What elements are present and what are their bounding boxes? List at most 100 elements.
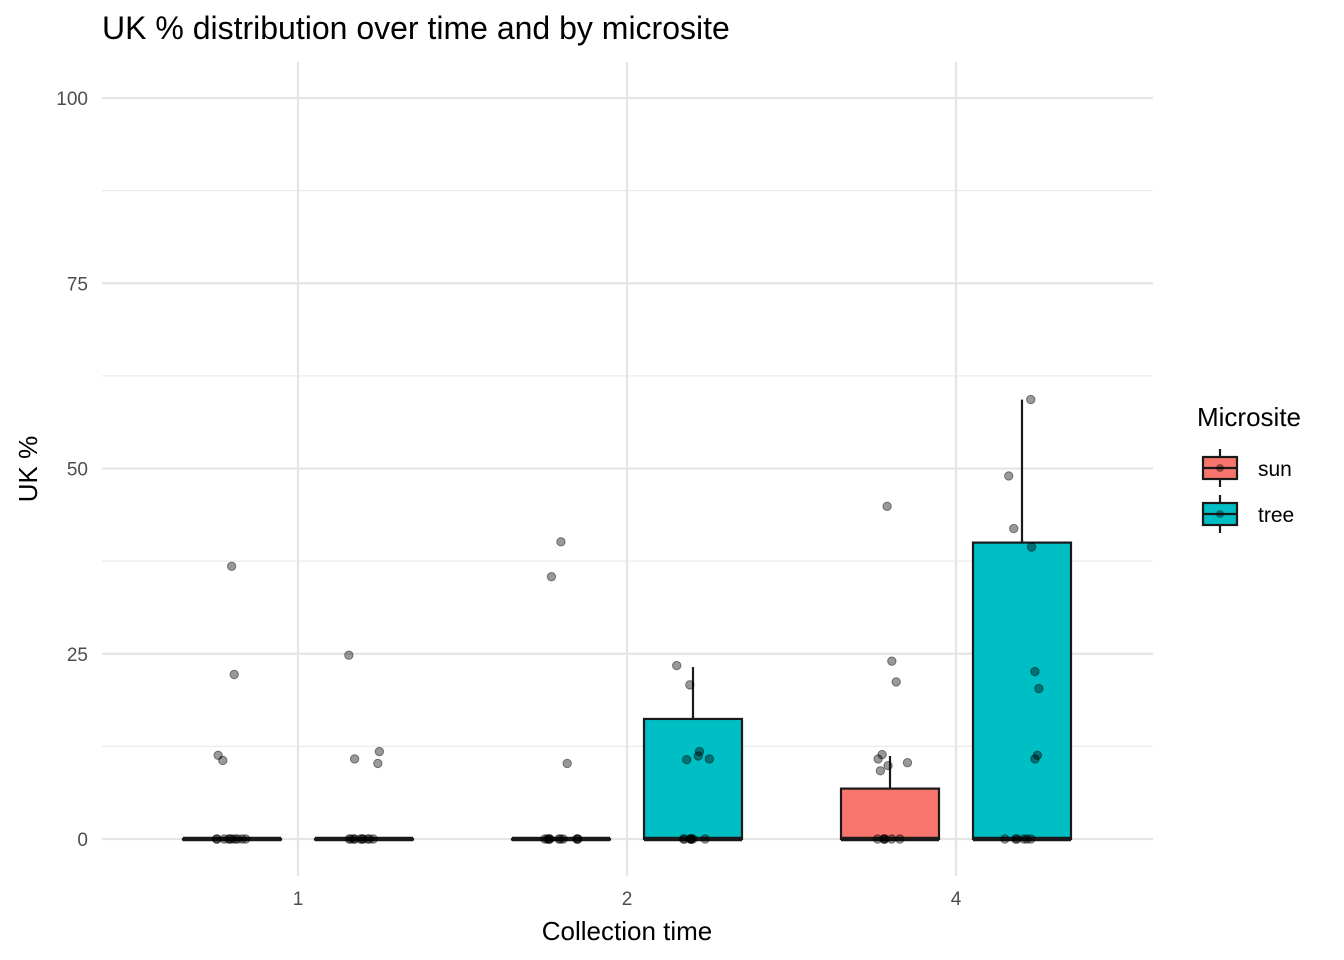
data-point bbox=[540, 834, 550, 844]
legend-label-sun: sun bbox=[1258, 458, 1292, 481]
data-point bbox=[546, 571, 557, 582]
data-point bbox=[879, 834, 889, 844]
data-point bbox=[556, 537, 566, 547]
data-point bbox=[572, 834, 582, 844]
data-point bbox=[555, 834, 566, 844]
data-point bbox=[357, 834, 367, 844]
data-point bbox=[685, 680, 695, 690]
data-point bbox=[554, 834, 564, 844]
data-point bbox=[226, 561, 237, 572]
data-point bbox=[558, 834, 568, 844]
data-point bbox=[212, 834, 222, 844]
data-point bbox=[1034, 683, 1044, 694]
data-point bbox=[1032, 750, 1043, 760]
box-sun-4 bbox=[839, 787, 941, 841]
data-point bbox=[891, 677, 901, 687]
data-point bbox=[1010, 834, 1021, 844]
data-point bbox=[373, 758, 383, 769]
data-point bbox=[694, 746, 705, 757]
y-tick-label: 75 bbox=[67, 274, 88, 295]
data-point bbox=[572, 834, 583, 844]
data-point bbox=[229, 669, 239, 680]
data-point bbox=[693, 751, 703, 761]
data-point bbox=[1030, 754, 1040, 764]
data-point bbox=[1019, 834, 1029, 844]
data-point bbox=[879, 834, 890, 844]
data-point bbox=[363, 834, 373, 844]
legend-title: Microsite bbox=[1197, 402, 1301, 432]
data-point bbox=[344, 834, 354, 844]
data-point bbox=[873, 754, 883, 764]
data-point bbox=[349, 834, 359, 844]
data-point bbox=[212, 834, 222, 844]
box-tree-2 bbox=[642, 717, 744, 841]
data-point bbox=[704, 754, 715, 764]
data-point bbox=[349, 754, 360, 764]
data-point bbox=[225, 834, 235, 844]
data-point bbox=[678, 834, 689, 844]
y-tick-label: 100 bbox=[56, 89, 88, 110]
data-point bbox=[237, 834, 247, 844]
data-point bbox=[872, 834, 883, 844]
data-point bbox=[573, 834, 583, 844]
x-tick-label: 4 bbox=[951, 889, 962, 910]
data-point bbox=[882, 501, 892, 511]
data-point bbox=[219, 834, 229, 844]
data-point bbox=[681, 755, 692, 765]
legend: Microsite sun tree bbox=[1197, 402, 1301, 533]
x-tick-label: 1 bbox=[293, 889, 304, 910]
data-point bbox=[545, 834, 555, 844]
data-point bbox=[686, 834, 696, 844]
data-point bbox=[887, 656, 897, 666]
data-point bbox=[544, 834, 555, 844]
chart-title: UK % distribution over time and by micro… bbox=[102, 10, 730, 46]
data-point bbox=[230, 834, 240, 844]
legend-label-tree: tree bbox=[1258, 504, 1294, 527]
data-point bbox=[349, 834, 360, 844]
data-point bbox=[672, 660, 682, 671]
data-point bbox=[374, 746, 385, 757]
data-point bbox=[686, 834, 696, 844]
y-tick-label: 25 bbox=[67, 645, 88, 666]
data-point bbox=[1026, 394, 1036, 405]
data-point bbox=[1012, 834, 1022, 844]
data-point bbox=[562, 758, 572, 769]
data-point bbox=[686, 834, 696, 844]
data-point bbox=[688, 834, 698, 844]
plot-marks bbox=[181, 394, 1073, 844]
data-point bbox=[232, 834, 243, 844]
data-point bbox=[1009, 523, 1019, 534]
data-point bbox=[902, 757, 913, 768]
data-point bbox=[895, 834, 905, 844]
data-point bbox=[1000, 834, 1010, 844]
tick-labels: 0 25 50 75 100 1 2 4 bbox=[56, 89, 961, 910]
data-point bbox=[240, 834, 251, 844]
data-point bbox=[1026, 542, 1037, 552]
data-point bbox=[886, 834, 897, 844]
y-axis-title: UK % bbox=[13, 436, 43, 502]
y-tick-label: 50 bbox=[67, 460, 88, 481]
data-point bbox=[883, 760, 893, 771]
data-point bbox=[1022, 834, 1032, 844]
y-tick-label: 0 bbox=[77, 830, 88, 851]
data-point bbox=[543, 834, 554, 844]
x-axis-title: Collection time bbox=[542, 916, 713, 946]
data-point bbox=[224, 834, 234, 844]
data-point bbox=[358, 834, 368, 844]
data-point bbox=[679, 834, 690, 844]
data-point bbox=[686, 834, 696, 844]
data-point bbox=[542, 834, 553, 844]
data-point bbox=[700, 834, 710, 844]
data-point bbox=[218, 755, 228, 766]
data-point bbox=[227, 834, 237, 844]
data-point bbox=[879, 834, 890, 844]
data-point bbox=[368, 834, 379, 844]
data-point bbox=[1004, 471, 1014, 481]
data-point bbox=[364, 834, 375, 844]
legend-key-point bbox=[1216, 464, 1224, 472]
data-point bbox=[346, 834, 356, 844]
data-point bbox=[1026, 834, 1036, 844]
data-point bbox=[877, 749, 887, 760]
data-point bbox=[355, 834, 366, 844]
